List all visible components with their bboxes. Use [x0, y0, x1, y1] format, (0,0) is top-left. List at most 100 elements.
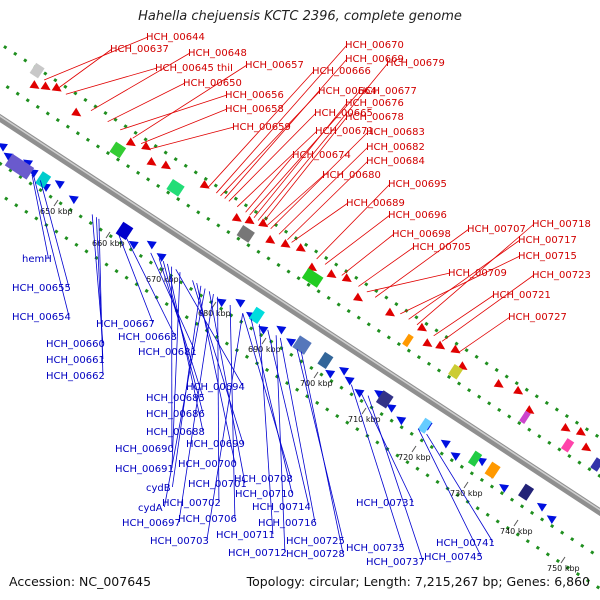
- forward-gene-label[interactable]: HCH_00674: [292, 150, 351, 161]
- forward-gene-arrow: [513, 385, 524, 395]
- forward-gene-label[interactable]: HCH_00696: [388, 210, 447, 221]
- reverse-gene-label[interactable]: cydB: [146, 483, 171, 494]
- reverse-gene-label[interactable]: HCH_00725: [286, 536, 345, 547]
- reverse-gene-arrow: [450, 452, 461, 461]
- reverse-gene-label[interactable]: HCH_00654: [12, 312, 71, 323]
- forward-label-leader: [65, 67, 158, 95]
- forward-gene-label[interactable]: HCH_00682: [366, 142, 425, 153]
- reverse-gene-label[interactable]: HCH_00708: [234, 474, 293, 485]
- forward-gene-label[interactable]: HCH_00715: [518, 251, 577, 262]
- reverse-gene-label[interactable]: HCH_00710: [235, 489, 294, 500]
- reverse-gene-label[interactable]: HCH_00741: [436, 538, 495, 549]
- reverse-gene-arrow: [276, 325, 287, 335]
- reverse-gene-arrow: [146, 240, 157, 250]
- reverse-label-leader: [178, 293, 214, 523]
- forward-gene-label[interactable]: HCH_00659: [232, 122, 291, 133]
- reverse-gene-label[interactable]: HCH_00661: [46, 355, 105, 366]
- reverse-gene-label[interactable]: HCH_00697: [122, 518, 181, 529]
- forward-gene-label[interactable]: HCH_00698: [392, 229, 451, 240]
- forward-gene-label[interactable]: HCH_00678: [345, 112, 404, 123]
- reverse-gene-label[interactable]: HCH_00699: [186, 439, 245, 450]
- feature-box: [109, 141, 127, 159]
- scale-tick-label: 690 kbp: [248, 345, 281, 354]
- forward-gene-label[interactable]: HCH_00705: [412, 242, 471, 253]
- forward-gene-label[interactable]: HCH_00644: [146, 32, 205, 43]
- reverse-gene-label[interactable]: HCH_00702: [162, 498, 221, 509]
- reverse-gene-label[interactable]: HCH_00737: [366, 557, 425, 568]
- forward-gene-arrow: [280, 239, 291, 248]
- reverse-gene-label[interactable]: HCH_00681: [138, 347, 197, 358]
- reverse-gene-label[interactable]: HCH_00690: [115, 444, 174, 455]
- reverse-gene-label[interactable]: HCH_00688: [146, 427, 205, 438]
- scale-tick-label: 650 kbp: [40, 207, 73, 216]
- reverse-gene-label[interactable]: HCH_00660: [46, 339, 105, 350]
- forward-gene-label[interactable]: HCH_00679: [386, 58, 445, 69]
- forward-gene-label[interactable]: HCH_00676: [345, 98, 404, 109]
- forward-gene-label[interactable]: HCH_00648: [188, 48, 247, 59]
- reverse-gene-label[interactable]: HCH_00686: [146, 409, 205, 420]
- reverse-gene-label[interactable]: HCH_00735: [346, 543, 405, 554]
- forward-gene-label[interactable]: HCH_00658: [225, 104, 284, 115]
- reverse-gene-label[interactable]: HCH_00712: [228, 548, 287, 559]
- forward-gene-label[interactable]: HCH_00721: [492, 290, 551, 301]
- forward-label-leader: [216, 44, 348, 194]
- reverse-gene-label[interactable]: HCH_00701: [188, 479, 247, 490]
- forward-label-leader: [253, 102, 348, 219]
- forward-gene-label[interactable]: HCH_00665: [314, 108, 373, 119]
- forward-gene-label[interactable]: HCH_00689: [346, 198, 405, 209]
- reverse-gene-label[interactable]: HCH_00711: [216, 530, 275, 541]
- reverse-gene-label[interactable]: HCH_00703: [150, 536, 209, 547]
- forward-gene-label[interactable]: HCH_00669: [345, 54, 404, 65]
- reverse-gene-arrow: [0, 143, 8, 152]
- forward-gene-label[interactable]: HCH_00707: [467, 224, 526, 235]
- reverse-gene-label[interactable]: cydA: [138, 503, 163, 514]
- reverse-gene-label[interactable]: HCH_00706: [178, 514, 237, 525]
- reverse-gene-label[interactable]: HCH_00714: [252, 502, 311, 513]
- scale-tick-mark: [411, 445, 417, 453]
- forward-gene-label[interactable]: HCH_00683: [366, 127, 425, 138]
- reverse-gene-label[interactable]: HCH_00691: [115, 464, 174, 475]
- reverse-gene-label[interactable]: hemH: [22, 254, 52, 265]
- reverse-gene-label[interactable]: HCH_00745: [424, 552, 483, 563]
- forward-gene-arrow: [71, 107, 82, 117]
- reverse-gene-label[interactable]: HCH_00655: [12, 283, 71, 294]
- forward-gene-label[interactable]: HCH_00684: [366, 156, 425, 167]
- reverse-label-leader: [300, 351, 344, 554]
- forward-gene-label[interactable]: HCH_00637: [110, 44, 169, 55]
- forward-label-leader: [458, 316, 511, 353]
- reverse-gene-arrow: [396, 416, 407, 426]
- reverse-gene-arrow: [235, 298, 246, 308]
- reverse-gene-arrow: [499, 484, 510, 493]
- reverse-gene-label[interactable]: HCH_00667: [96, 319, 155, 330]
- forward-gene-label[interactable]: HCH_00670: [345, 40, 404, 51]
- reverse-gene-label[interactable]: HCH_00662: [46, 371, 105, 382]
- reverse-gene-label[interactable]: HCH_00728: [286, 549, 345, 560]
- forward-gene-label[interactable]: HCH_00680: [322, 170, 381, 181]
- reverse-gene-arrow: [476, 457, 487, 467]
- reverse-gene-label[interactable]: HCH_00700: [178, 459, 237, 470]
- forward-gene-label[interactable]: HCH_00723: [532, 270, 591, 281]
- forward-gene-label[interactable]: HCH_00671: [315, 126, 374, 137]
- forward-gene-label[interactable]: HCH_00664: [318, 86, 377, 97]
- forward-gene-label[interactable]: HCH_00656: [225, 90, 284, 101]
- reverse-gene-label[interactable]: HCH_00685: [146, 393, 205, 404]
- forward-gene-label[interactable]: HCH_00727: [508, 312, 567, 323]
- reverse-gene-label[interactable]: HCH_00668: [118, 332, 177, 343]
- scale-tick-label: 660 kbp: [92, 239, 125, 248]
- reverse-gene-label[interactable]: HCH_00731: [356, 498, 415, 509]
- forward-gene-label[interactable]: HCH_00666: [312, 66, 371, 77]
- forward-gene-label[interactable]: HCH_00677: [358, 86, 417, 97]
- feature-box: [248, 306, 265, 324]
- forward-gene-label[interactable]: HCH_00645 thiI: [155, 63, 233, 74]
- forward-label-leader: [266, 174, 325, 227]
- forward-gene-label[interactable]: HCH_00650: [183, 78, 242, 89]
- forward-gene-arrow: [385, 307, 396, 317]
- forward-gene-label[interactable]: HCH_00718: [532, 219, 591, 230]
- reverse-gene-label[interactable]: HCH_00716: [258, 518, 317, 529]
- forward-gene-label[interactable]: HCH_00657: [245, 60, 304, 71]
- reverse-gene-label[interactable]: HCH_00694: [186, 382, 245, 393]
- forward-gene-label[interactable]: HCH_00709: [448, 268, 507, 279]
- forward-gene-label[interactable]: HCH_00717: [518, 235, 577, 246]
- forward-gene-label[interactable]: HCH_00695: [388, 179, 447, 190]
